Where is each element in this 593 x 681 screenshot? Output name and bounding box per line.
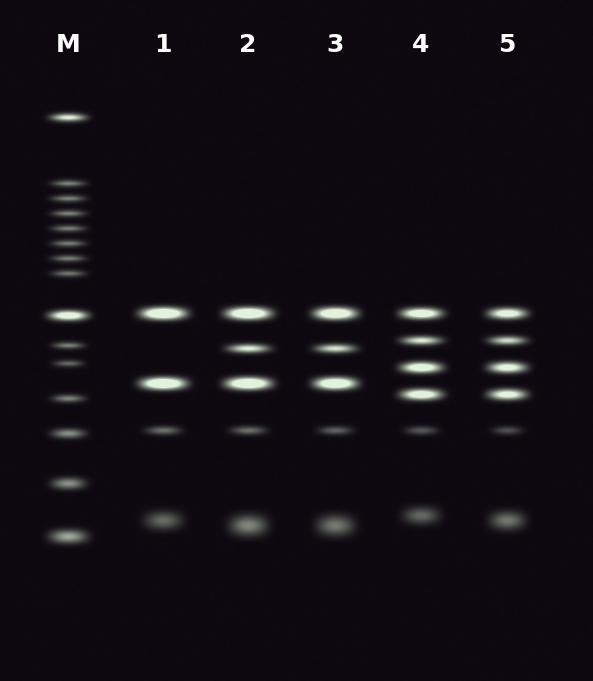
Text: 5: 5	[498, 33, 516, 57]
Text: M: M	[56, 33, 81, 57]
Text: 1: 1	[154, 33, 172, 57]
Text: 3: 3	[326, 33, 344, 57]
Text: 2: 2	[240, 33, 257, 57]
Text: 4: 4	[412, 33, 430, 57]
